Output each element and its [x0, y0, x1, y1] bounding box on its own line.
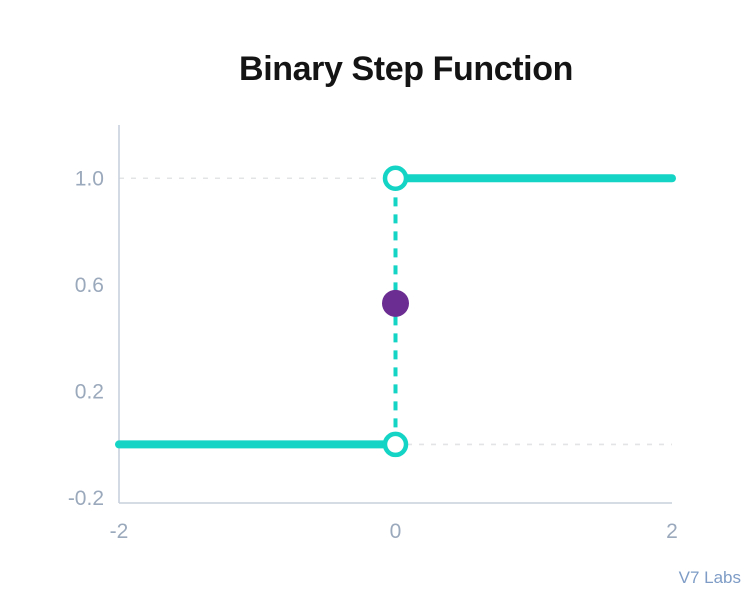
y-tick-label: 1.0 [75, 168, 104, 191]
y-tick-label: 0.6 [75, 274, 104, 297]
y-tick-label: -0.2 [68, 487, 104, 510]
x-tick-label: -2 [110, 520, 129, 543]
watermark-v7-labs: V7 Labs [678, 568, 741, 587]
open-endpoint [382, 431, 409, 458]
midpoint-dot [382, 289, 409, 317]
y-tick-label: 0.2 [75, 381, 104, 404]
chart-title: Binary Step Function [239, 50, 573, 88]
x-tick-label: 0 [390, 520, 402, 543]
x-tick-label: 2 [666, 520, 678, 543]
open-endpoint [382, 165, 409, 191]
